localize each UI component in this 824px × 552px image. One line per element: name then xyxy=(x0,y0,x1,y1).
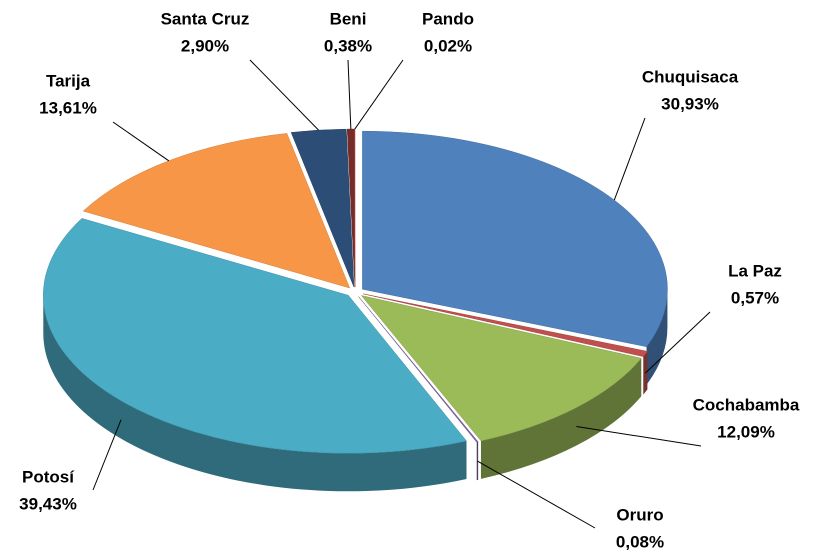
slice-value: 13,61% xyxy=(39,98,97,117)
slice-label: Potosí xyxy=(22,467,75,486)
pie-slice xyxy=(43,218,467,454)
slice-value: 12,09% xyxy=(717,422,775,441)
leader-line xyxy=(354,59,404,130)
leader-line xyxy=(112,121,170,162)
slice-value: 0,57% xyxy=(731,288,779,307)
labels: Chuquisaca 30,93% La Paz 0,57% Cochabamba 12,… xyxy=(19,9,800,551)
slice-value: 0,08% xyxy=(616,532,664,551)
pie-side xyxy=(480,358,642,479)
leader-line xyxy=(347,59,352,130)
slice-label: Cochabamba xyxy=(693,395,800,414)
pie-side xyxy=(646,289,668,385)
slice-label: La Paz xyxy=(728,261,782,280)
pie-slice xyxy=(82,133,351,289)
slice-label: Santa Cruz xyxy=(161,9,250,28)
pie-slice xyxy=(362,130,668,347)
leaders xyxy=(92,59,711,529)
pie-side xyxy=(476,441,479,481)
slice-value: 39,43% xyxy=(19,494,77,513)
pie-side xyxy=(43,295,467,492)
pie-tops xyxy=(43,128,668,454)
leader-line xyxy=(249,59,319,131)
leader-line xyxy=(92,419,122,491)
leader-line xyxy=(576,426,702,447)
slice-value: 30,93% xyxy=(661,94,719,113)
leader-line xyxy=(645,311,711,374)
leader-line xyxy=(477,460,596,529)
slice-value: 2,90% xyxy=(181,36,229,55)
slice-label: Pando xyxy=(422,9,474,28)
pie-sides xyxy=(43,289,668,492)
slice-label: Oruro xyxy=(616,505,663,524)
pie-slice xyxy=(360,295,642,442)
pie-slice xyxy=(358,296,479,443)
slice-label: Beni xyxy=(330,9,367,28)
slice-label: Tarija xyxy=(46,71,91,90)
slice-value: 0,02% xyxy=(424,36,472,55)
leader-line xyxy=(613,117,646,201)
pie-slice xyxy=(363,293,648,357)
slice-label: Chuquisaca xyxy=(642,67,739,86)
pie-side xyxy=(643,351,648,395)
slice-value: 0,38% xyxy=(324,36,372,55)
